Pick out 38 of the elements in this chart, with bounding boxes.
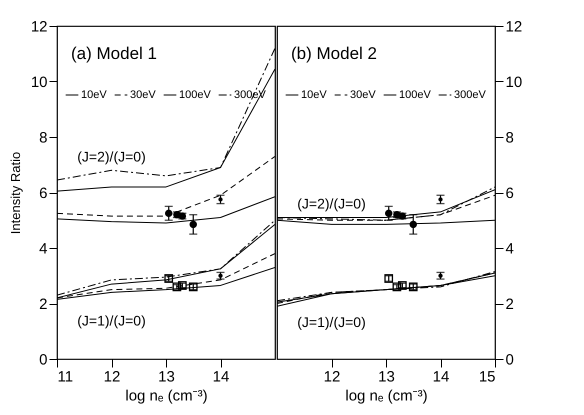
x-tick-label: 14 (212, 368, 230, 386)
annotation: (J=1)/(J=0) (77, 312, 146, 328)
y-tick-label: 0 (506, 352, 514, 368)
text: (b) Model 2 (291, 44, 377, 63)
y-tick-label: 0 (39, 352, 48, 368)
x-tick-label: 14 (432, 368, 450, 386)
x-tick-label: 13 (158, 368, 175, 386)
x-tick-label: 15 (478, 368, 496, 386)
x-tick-label: 12 (324, 368, 340, 386)
y-tick-label: 12 (30, 18, 48, 36)
x-tick-label: 12 (104, 368, 120, 386)
y-tick-label: 4 (506, 240, 514, 258)
legend-label: 300eV (454, 89, 486, 101)
legend-label: 100eV (399, 89, 432, 101)
legend-label: 30eV (130, 89, 156, 101)
y-tick-label: 10 (30, 74, 48, 91)
y-tick-label: 2 (506, 296, 514, 313)
y-tick-label: 12 (506, 18, 522, 36)
annotation: (J=1)/(J=0) (297, 314, 366, 330)
y-tick-label: 6 (506, 185, 514, 202)
x-axis-title: log nₑ (cm⁻³) (125, 388, 208, 404)
y-axis-title: Intensity Ratio (8, 152, 23, 234)
y-tick-label: 8 (506, 130, 514, 146)
annotation: (J=2)/(J=0) (77, 148, 146, 164)
text: (a) Model 1 (71, 44, 157, 63)
x-tick-label: 11 (58, 368, 74, 386)
x-axis-title: log nₑ (cm⁻³) (345, 388, 428, 404)
y-tick-label: 4 (39, 240, 48, 258)
annotation: (J=2)/(J=0) (297, 195, 366, 212)
y-tick-label: 10 (506, 74, 522, 91)
legend-label: 30eV (350, 89, 376, 101)
y-tick-label: 6 (39, 185, 48, 202)
legend-label: 10eV (81, 89, 108, 101)
legend-label: 100eV (179, 89, 212, 101)
legend-label: 10eV (301, 89, 328, 101)
x-tick-label: 13 (378, 368, 395, 386)
y-tick-label: 8 (39, 130, 48, 146)
y-tick-label: 2 (39, 296, 48, 313)
